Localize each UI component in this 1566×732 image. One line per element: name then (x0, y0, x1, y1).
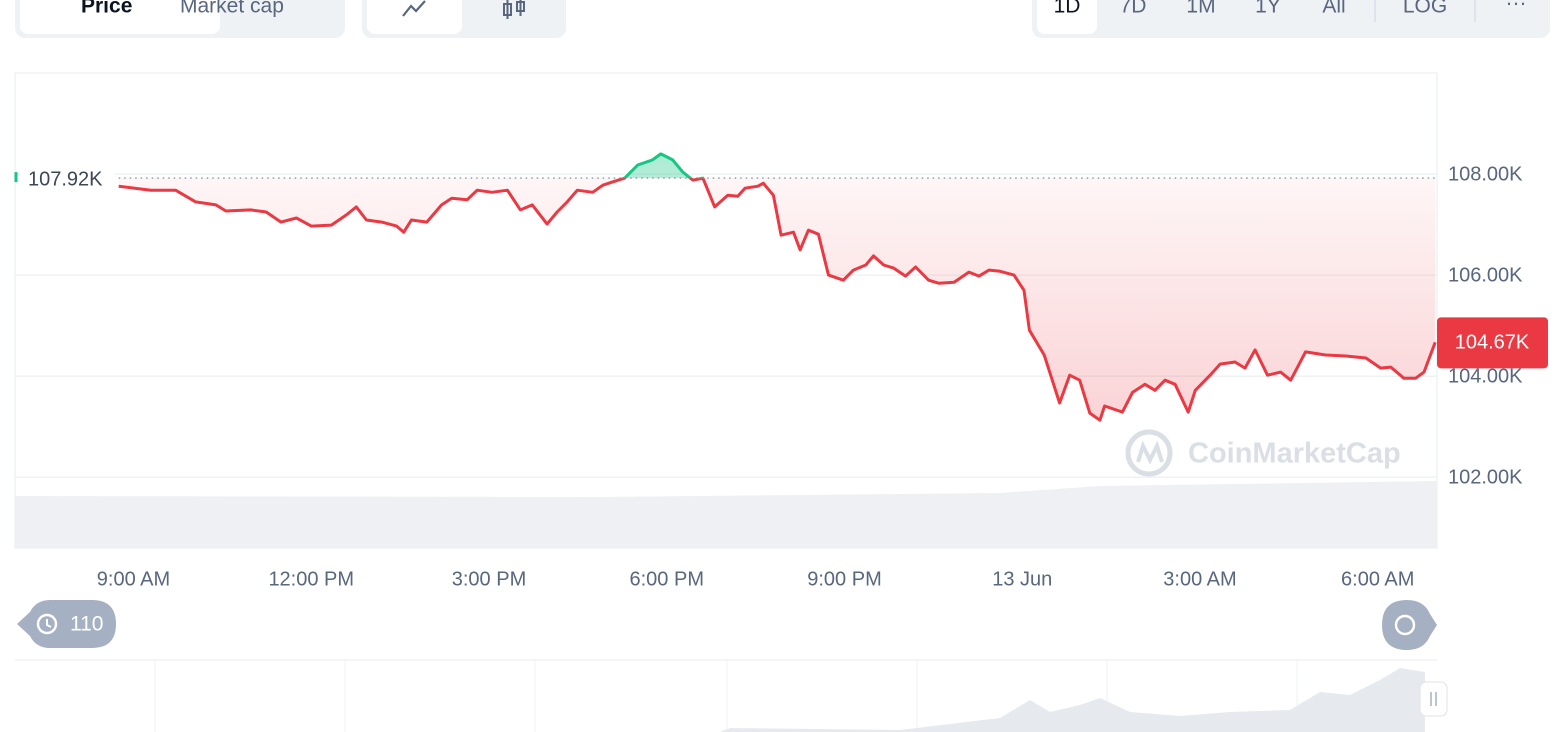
x-tick-label: 6:00 PM (630, 568, 704, 590)
range-1m[interactable]: 1M (1186, 0, 1215, 18)
current-price-box (1437, 317, 1548, 369)
x-tick-label: 3:00 AM (1163, 568, 1236, 590)
y-tick-label: 106.00K (1448, 264, 1523, 286)
area-below-reference (118, 178, 1436, 421)
line-type-button[interactable] (367, 0, 462, 34)
active-tab[interactable] (20, 0, 220, 34)
x-tick-label: 3:00 PM (452, 568, 526, 590)
current-price-label: 104.67K (1455, 332, 1530, 354)
range-group (1032, 0, 1550, 38)
candle-icon[interactable] (503, 0, 525, 19)
x-tick-label: 13 Jun (992, 568, 1052, 590)
line-icon (402, 0, 426, 17)
price-line (118, 178, 1437, 422)
history-badge[interactable] (17, 600, 116, 648)
x-tick-label: 6:00 AM (1341, 568, 1414, 590)
active-range[interactable] (1037, 0, 1097, 34)
y-tick-label: 104.00K (1448, 365, 1523, 387)
more-button[interactable]: ··· (1506, 0, 1527, 15)
reset-icon (1394, 614, 1416, 636)
x-tick-label: 9:00 PM (807, 568, 881, 590)
range-1y[interactable]: 1Y (1255, 0, 1281, 18)
range-7d[interactable]: 7D (1120, 0, 1147, 18)
x-tick-label: 9:00 AM (97, 568, 170, 590)
tab-price[interactable]: Price (81, 0, 132, 18)
navigator-handle[interactable] (1419, 681, 1448, 717)
volume-band (15, 481, 1437, 548)
range-all[interactable]: All (1322, 0, 1345, 18)
reset-button[interactable] (1382, 600, 1437, 650)
log-toggle[interactable]: LOG (1403, 0, 1447, 18)
tab-market-cap[interactable]: Market cap (180, 0, 284, 18)
navigator (15, 659, 1448, 732)
y-tick-label: 108.00K (1448, 163, 1523, 185)
y-tick-label: 102.00K (1448, 467, 1523, 489)
x-tick-label: 12:00 PM (268, 568, 354, 590)
history-icon (36, 613, 58, 635)
watermark-text: CoinMarketCap (1188, 438, 1401, 470)
watermark: CoinMarketCap (1125, 429, 1401, 477)
toolbar: Price Market cap 1D 7D 1M 1Y All LOG ··· (15, 0, 1550, 38)
history-count: 110 (70, 613, 103, 636)
history-icon-hands (46, 619, 52, 628)
reference-label: 107.92K (28, 168, 103, 190)
range-1d[interactable]: 1D (1054, 0, 1081, 18)
reference-label-bg (20, 164, 115, 193)
